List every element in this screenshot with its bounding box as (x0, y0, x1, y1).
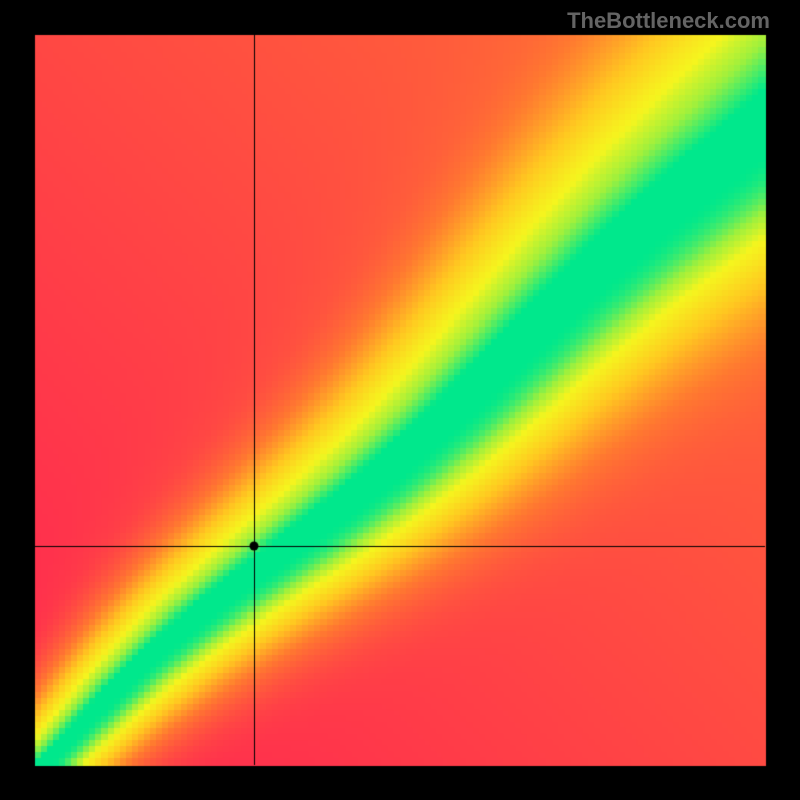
heatmap-plot (0, 0, 800, 800)
watermark-text: TheBottleneck.com (567, 8, 770, 34)
